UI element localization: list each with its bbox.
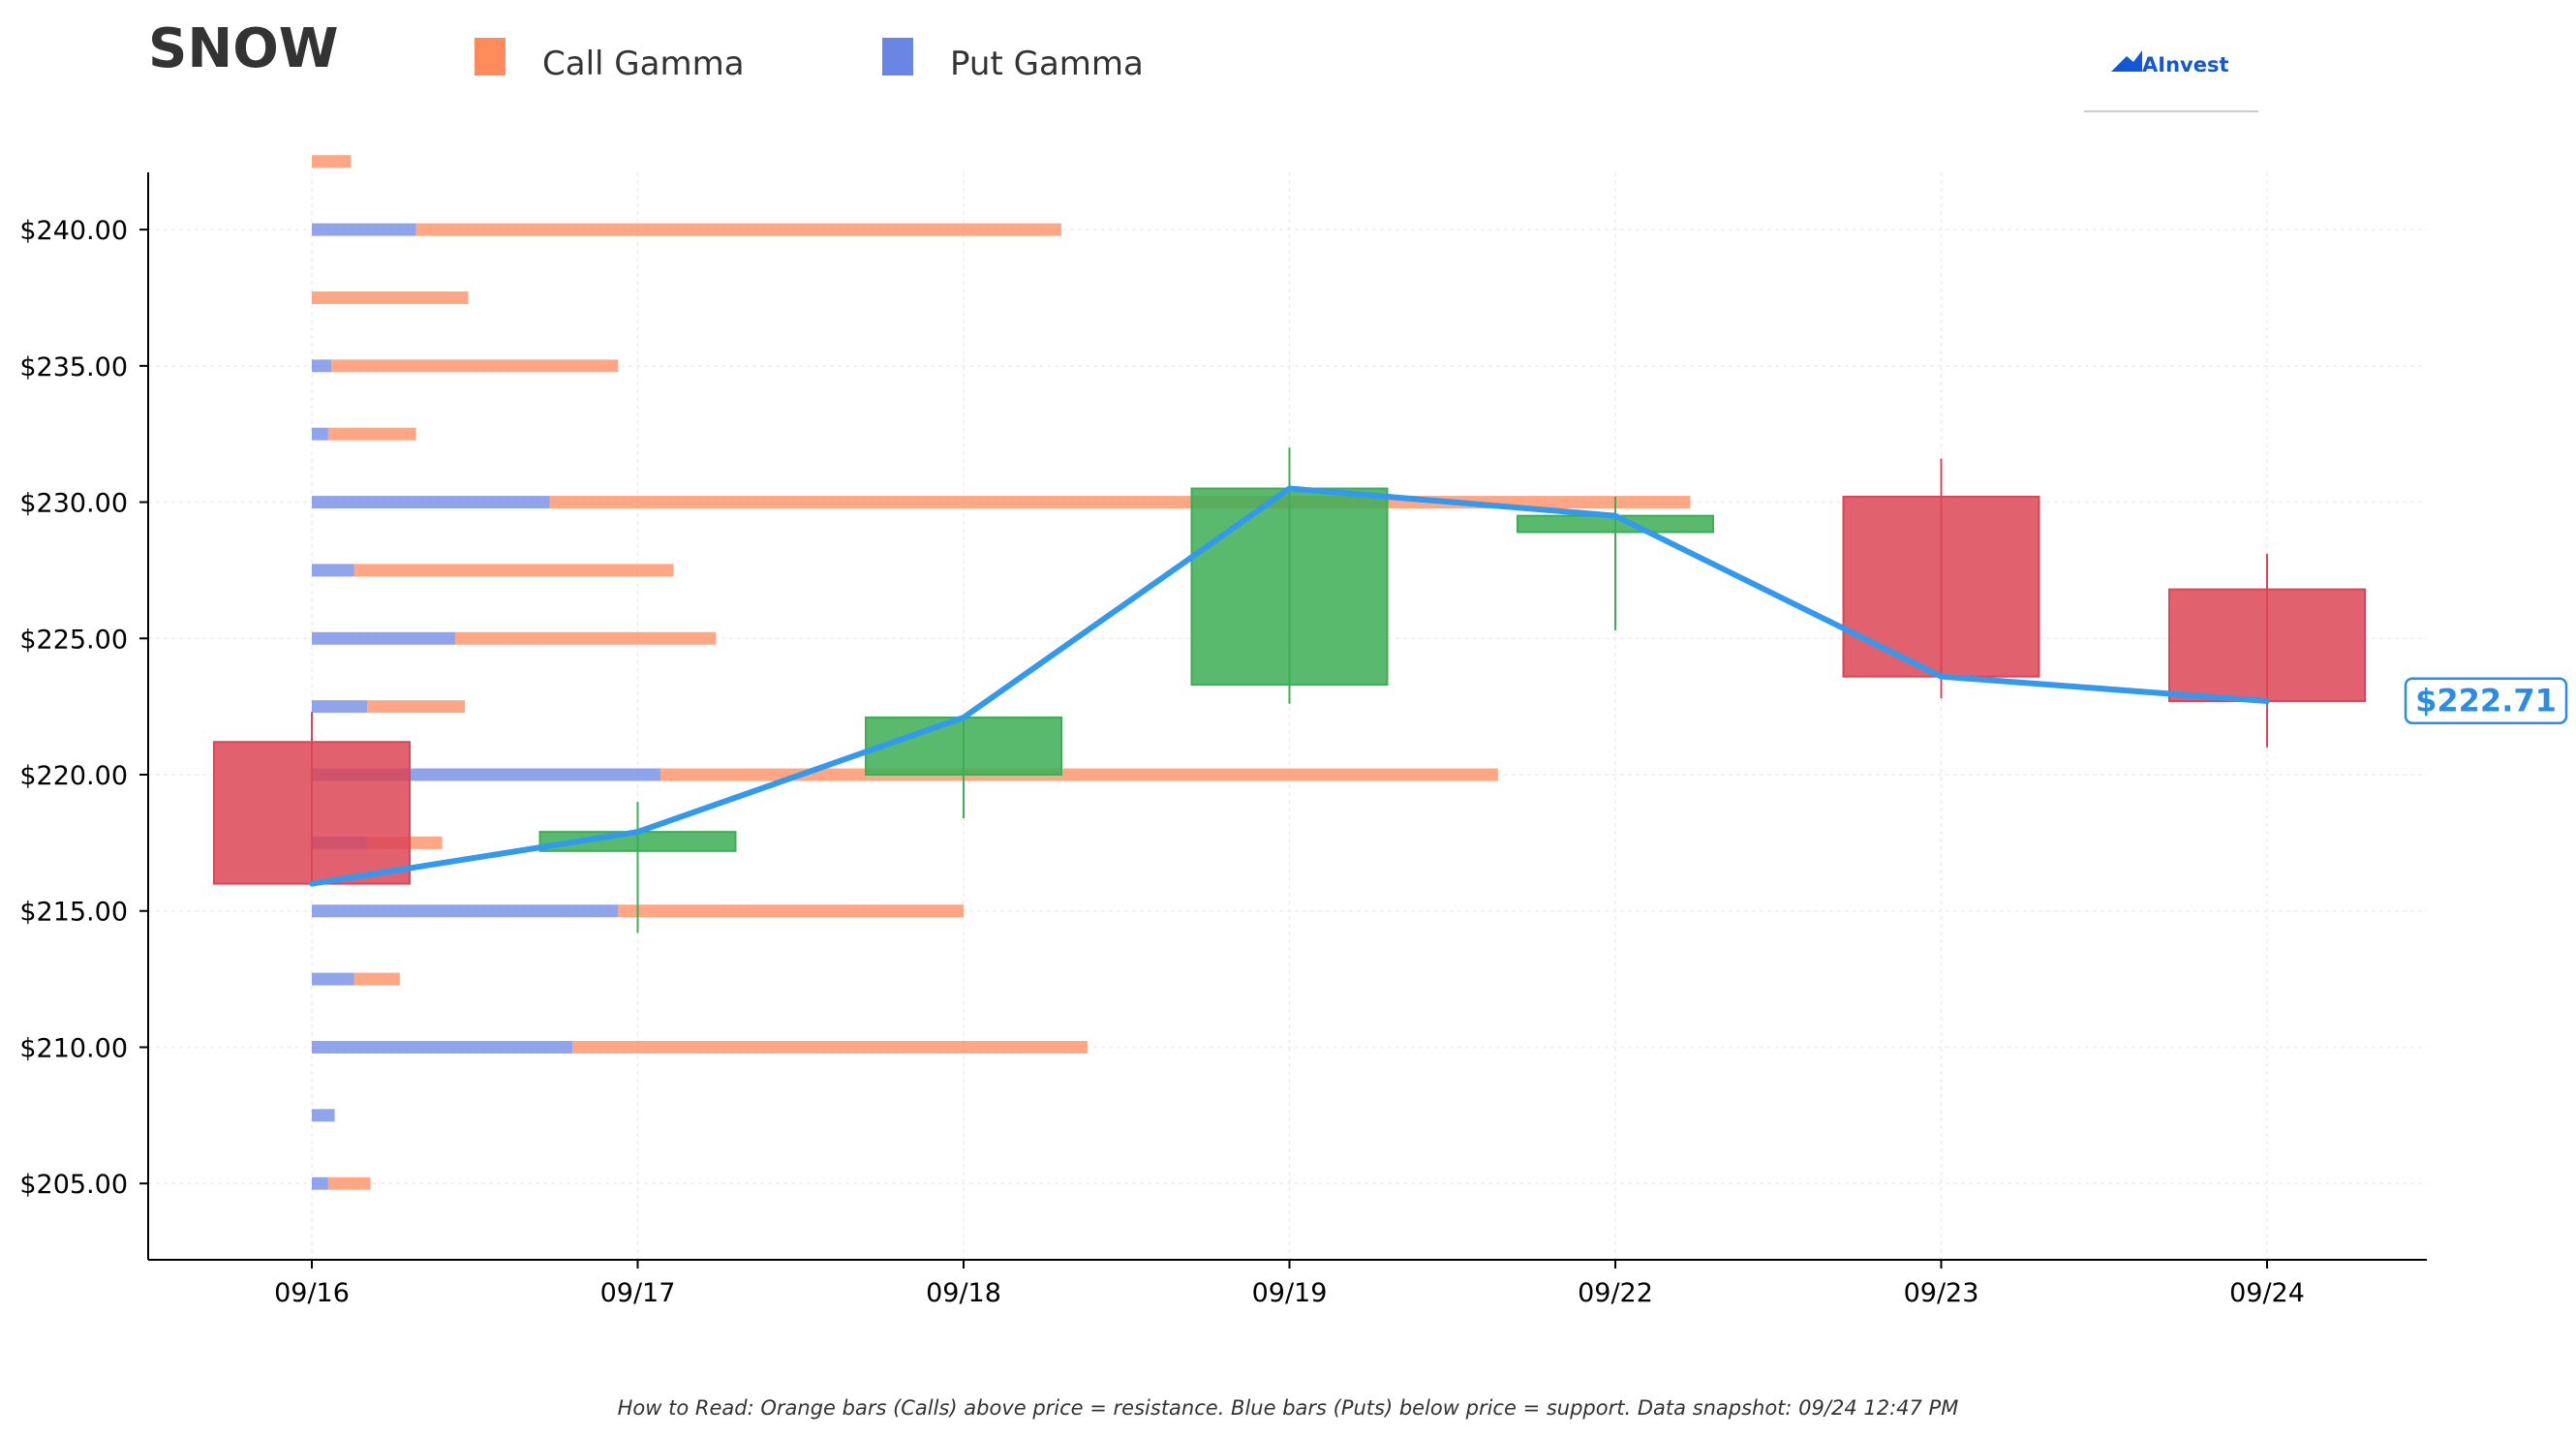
legend-put-label: Put Gamma bbox=[950, 45, 1144, 83]
call-gamma-bar bbox=[331, 359, 619, 373]
candle-body bbox=[2168, 588, 2366, 703]
call-gamma-bar bbox=[455, 631, 717, 645]
x-tick-label: 09/17 bbox=[600, 1278, 676, 1308]
y-axis-ticks: $205.00 $210.00 $215.00 $220.00 $225.00 $230.… bbox=[19, 216, 148, 1200]
y-tick-label: $225.00 bbox=[19, 625, 128, 655]
ainvest-logo: AInvest bbox=[2084, 50, 2258, 112]
call-gamma-bar bbox=[572, 1040, 1088, 1054]
call-gamma-bar bbox=[415, 223, 1061, 236]
x-axis-ticks: 09/16 09/17 09/18 09/19 09/22 09/23 09/24 bbox=[274, 1260, 2305, 1308]
y-tick-label: $220.00 bbox=[19, 761, 128, 791]
call-gamma-bar bbox=[327, 1177, 371, 1190]
put-gamma-bar bbox=[312, 496, 550, 509]
axes bbox=[147, 172, 2427, 1261]
current-price-text: $222.71 bbox=[2415, 683, 2557, 719]
call-gamma-bar bbox=[618, 904, 964, 918]
grid-lines bbox=[148, 172, 2427, 1260]
candle-body bbox=[1842, 495, 2040, 678]
put-gamma-bar bbox=[312, 427, 328, 441]
put-gamma-bar bbox=[312, 223, 416, 236]
put-gamma-bar bbox=[312, 631, 456, 645]
y-tick-label: $235.00 bbox=[19, 352, 128, 382]
y-tick-label: $215.00 bbox=[19, 898, 128, 928]
legend-put-swatch bbox=[882, 38, 913, 76]
logo-chart-icon bbox=[2111, 50, 2142, 72]
gamma-bars bbox=[312, 155, 1691, 1190]
call-gamma-bar bbox=[312, 155, 352, 168]
call-gamma-bar bbox=[353, 972, 400, 986]
put-gamma-bar bbox=[312, 1177, 328, 1190]
put-gamma-bar bbox=[312, 564, 354, 577]
x-tick-label: 09/18 bbox=[926, 1278, 1001, 1308]
x-tick-label: 09/22 bbox=[1578, 1278, 1653, 1308]
put-gamma-bar bbox=[312, 972, 354, 986]
call-gamma-bar bbox=[312, 290, 469, 304]
current-price-label: $222.71 bbox=[2404, 677, 2568, 724]
put-gamma-bar bbox=[312, 1040, 573, 1054]
put-gamma-bar bbox=[312, 1109, 335, 1122]
x-tick-label: 09/19 bbox=[1252, 1278, 1328, 1308]
put-gamma-bar bbox=[312, 700, 368, 714]
candle-body bbox=[865, 716, 1062, 777]
footnote: How to Read: Orange bars (Calls) above p… bbox=[618, 1396, 1959, 1420]
call-gamma-bar bbox=[353, 564, 674, 577]
y-tick-label: $205.00 bbox=[19, 1170, 128, 1200]
legend-call-label: Call Gamma bbox=[542, 45, 745, 83]
y-tick-label: $210.00 bbox=[19, 1033, 128, 1063]
put-gamma-bar bbox=[312, 359, 332, 373]
put-gamma-bar bbox=[312, 904, 619, 918]
x-tick-label: 09/16 bbox=[274, 1278, 350, 1308]
call-gamma-bar bbox=[327, 427, 416, 441]
candle-body bbox=[1190, 487, 1389, 687]
candlesticks bbox=[213, 447, 2366, 933]
logo-text: AInvest bbox=[2142, 53, 2229, 76]
chart-title: SNOW bbox=[148, 17, 339, 80]
current-price-box bbox=[2404, 677, 2568, 724]
legend-call-swatch bbox=[475, 38, 506, 76]
close-line-group bbox=[309, 485, 2270, 887]
call-gamma-bar bbox=[367, 700, 466, 714]
candle-body bbox=[213, 741, 411, 885]
y-tick-label: $240.00 bbox=[19, 216, 128, 246]
y-tick-label: $230.00 bbox=[19, 489, 128, 519]
x-tick-label: 09/23 bbox=[1904, 1278, 1979, 1308]
x-tick-label: 09/24 bbox=[2229, 1278, 2305, 1308]
close-price-line bbox=[309, 485, 2270, 887]
